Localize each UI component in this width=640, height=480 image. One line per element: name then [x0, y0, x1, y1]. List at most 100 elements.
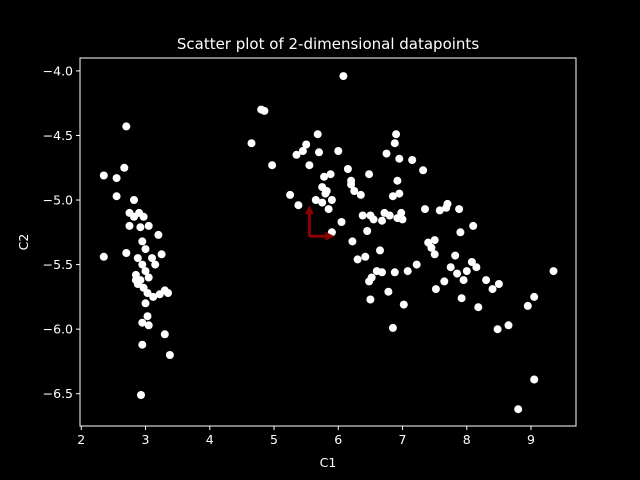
data-point	[399, 300, 408, 309]
data-point	[292, 150, 301, 159]
data-point	[392, 130, 401, 139]
data-point	[430, 236, 439, 245]
chart-title: Scatter plot of 2-dimensional datapoints	[177, 35, 479, 53]
data-point	[431, 285, 440, 294]
direction-arrow	[309, 231, 335, 241]
data-point	[523, 301, 532, 310]
data-point	[361, 252, 370, 261]
y-tick-label: −5.0	[43, 193, 73, 208]
data-point	[286, 190, 295, 199]
data-point	[393, 176, 402, 185]
data-point	[350, 187, 359, 195]
data-point	[112, 174, 121, 183]
data-point	[453, 269, 462, 278]
data-point	[343, 165, 352, 173]
y-tick-label: −5.5	[43, 257, 73, 272]
data-point	[398, 215, 407, 224]
data-point	[157, 250, 166, 259]
data-point	[390, 268, 399, 277]
data-point	[388, 323, 397, 332]
y-axis-label: C2	[16, 234, 31, 251]
data-point	[397, 208, 406, 217]
data-point	[376, 246, 384, 255]
x-tick-label: 7	[399, 432, 407, 447]
data-point	[504, 321, 513, 330]
x-axis-label: C1	[320, 455, 337, 470]
data-point	[138, 340, 147, 349]
data-point	[365, 170, 374, 179]
data-point	[144, 273, 153, 282]
data-point	[385, 211, 394, 220]
data-point	[154, 230, 163, 239]
data-point	[136, 276, 145, 285]
data-point	[421, 205, 429, 214]
data-point	[347, 180, 356, 189]
data-point	[268, 161, 277, 170]
data-point	[125, 221, 134, 230]
data-point	[133, 254, 142, 263]
data-point	[395, 154, 404, 163]
data-point	[138, 318, 147, 327]
data-point	[334, 147, 343, 155]
data-point	[388, 192, 397, 201]
data-point	[99, 252, 108, 261]
data-point	[164, 289, 172, 297]
data-point	[456, 228, 465, 237]
data-point	[353, 255, 362, 264]
x-tick-label: 4	[206, 432, 214, 447]
data-point	[472, 263, 481, 272]
data-point	[459, 276, 468, 285]
data-point	[514, 405, 523, 414]
data-point	[427, 243, 436, 252]
data-point	[395, 189, 404, 198]
data-point	[141, 245, 150, 254]
data-point	[530, 292, 539, 301]
data-point	[311, 196, 320, 204]
data-point	[412, 260, 421, 269]
x-tick-label: 8	[463, 432, 471, 447]
data-point	[446, 263, 455, 272]
y-tick-label: −6.0	[43, 322, 73, 337]
y-tick-label: −6.5	[43, 386, 73, 401]
data-point	[298, 147, 307, 155]
data-point	[120, 163, 129, 172]
data-point	[141, 267, 150, 276]
data-point	[443, 199, 452, 208]
x-tick-label: 3	[142, 432, 150, 447]
data-point	[320, 172, 329, 181]
data-point	[356, 190, 365, 199]
data-point	[138, 237, 147, 246]
data-point	[363, 227, 372, 235]
data-point	[160, 330, 169, 339]
data-point	[408, 156, 417, 164]
data-point	[148, 254, 156, 263]
x-tick-label: 6	[334, 432, 342, 447]
arrow-head	[304, 205, 314, 215]
data-point	[112, 192, 121, 201]
data-point	[324, 205, 333, 214]
data-point	[139, 212, 148, 221]
data-point	[144, 321, 153, 330]
x-tick-label: 2	[77, 432, 85, 447]
data-point	[482, 276, 491, 285]
data-point	[440, 277, 449, 286]
data-point	[99, 171, 108, 180]
data-point	[462, 267, 471, 276]
data-point	[455, 205, 464, 214]
data-point	[369, 215, 378, 224]
data-point	[313, 130, 322, 139]
data-point	[378, 216, 386, 225]
data-point	[530, 375, 539, 384]
x-axis: 2 3 4 5 6 7 8 9	[77, 426, 535, 447]
data-point	[294, 201, 303, 210]
data-point	[318, 198, 327, 207]
data-point	[403, 267, 412, 276]
data-point	[451, 251, 460, 260]
data-point	[138, 260, 147, 269]
data-point	[494, 280, 503, 288]
data-point	[457, 294, 466, 303]
data-point	[337, 218, 346, 226]
x-tick-label: 5	[270, 432, 278, 447]
direction-arrow	[304, 205, 314, 237]
